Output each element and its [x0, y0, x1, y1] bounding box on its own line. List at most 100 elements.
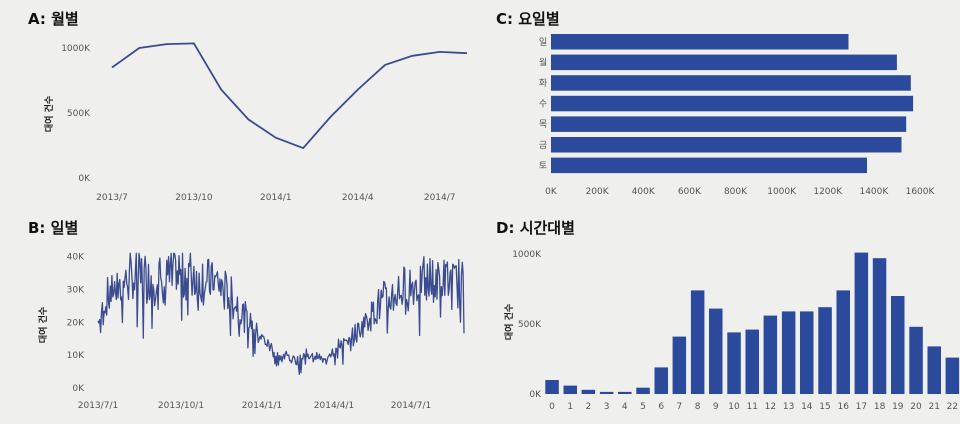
- panel-c-xtick: 1000K: [767, 187, 797, 197]
- panel-d-xtick: 4: [622, 402, 628, 412]
- hour-bar: [563, 385, 577, 394]
- panel-d-xtick: 17: [856, 402, 867, 412]
- panel-d-xtick: 8: [695, 402, 701, 412]
- panel-d-xtick: 11: [746, 402, 757, 412]
- panel-d-xtick: 9: [713, 402, 719, 412]
- panel-a-xtick: 2013/7: [96, 193, 128, 203]
- hour-bar: [818, 307, 832, 394]
- panel-d-xtick: 22: [947, 402, 958, 412]
- panel-d-xtick: 10: [728, 402, 740, 412]
- panel-d-title: D: 시간대별: [496, 219, 575, 237]
- weekday-bar: [551, 157, 867, 174]
- panel-c-xtick: 200K: [586, 187, 610, 197]
- panel-d-xtick: 15: [819, 402, 830, 412]
- hour-bar: [872, 258, 887, 394]
- panel-b-ytick: 20K: [67, 318, 85, 328]
- hour-bar: [636, 387, 650, 394]
- panel-d-xtick: 0: [549, 402, 555, 412]
- panel-b-ytick: 10K: [67, 351, 85, 361]
- panel-c-xtick: 400K: [632, 187, 656, 197]
- hour-bar: [672, 336, 687, 394]
- panel-d-ylabel: 대여 건수: [503, 304, 515, 340]
- weekday-label: 일: [539, 37, 547, 48]
- panel-d-xtick: 12: [765, 402, 776, 412]
- panel-b-xtick: 2014/7/1: [391, 401, 431, 411]
- panel-a-xtick: 2014/1: [260, 193, 292, 203]
- hour-bar: [836, 290, 850, 394]
- panel-a-ylabel: 대여 건수: [43, 96, 55, 132]
- hour-bar: [690, 290, 705, 394]
- panel-d-xtick: 2: [586, 402, 592, 412]
- panel-c-xtick: 1400K: [859, 187, 889, 197]
- hour-bar: [945, 357, 960, 394]
- panel-b-xtick: 2014/1/1: [242, 401, 282, 411]
- panel-b-ylabel: 대여 건수: [37, 307, 49, 343]
- hour-bar: [618, 391, 632, 394]
- weekday-bar: [551, 116, 907, 132]
- panel-a-title: A: 월별: [28, 10, 79, 28]
- hour-bar: [800, 311, 814, 394]
- panel-d-xtick: 1: [567, 402, 573, 412]
- hour-bar: [927, 346, 941, 394]
- panel-a-ytick: 0K: [78, 174, 91, 184]
- hour-bar: [854, 252, 869, 394]
- panel-d-xtick: 19: [892, 402, 904, 412]
- panel-b-ytick: 30K: [67, 285, 85, 295]
- panel-a-ytick: 500K: [67, 109, 91, 119]
- panel-d-xtick: 7: [677, 402, 683, 412]
- panel-d-ytick: 500K: [518, 320, 542, 330]
- panel-c-xtick: 800K: [724, 187, 748, 197]
- panel-c-xtick: 0K: [545, 187, 558, 197]
- panel-d-xtick: 6: [658, 402, 664, 412]
- panel-a: A: 월별 대여 건수 0K 500K 1000K 2013/7 2013/10 201…: [28, 10, 468, 203]
- monthly-line: [111, 42, 468, 150]
- panel-d-xtick: 21: [928, 402, 939, 412]
- hour-bar: [545, 380, 559, 394]
- hour-bar: [709, 308, 723, 394]
- panel-b-title: B: 일별: [28, 219, 78, 237]
- panel-c-title: C: 요일별: [496, 10, 560, 28]
- panel-a-xtick: 2014/4: [342, 193, 374, 203]
- weekday-bar: [551, 34, 849, 50]
- panel-d-xtick: 18: [874, 402, 886, 412]
- panel-d-ytick: 1000K: [512, 250, 542, 260]
- weekday-label: 금: [539, 140, 547, 151]
- panel-a-xtick: 2014/7: [424, 193, 456, 203]
- panel-c-xtick: 600K: [678, 187, 702, 197]
- panel-d-xtick: 16: [837, 402, 849, 412]
- panel-b-xtick: 2013/7/1: [78, 401, 118, 411]
- panel-d-xtick: 20: [910, 402, 922, 412]
- hour-bar: [781, 311, 796, 394]
- daily-line: [97, 252, 465, 375]
- panel-d-ytick: 0K: [529, 390, 542, 400]
- weekday-bar: [551, 75, 911, 91]
- weekday-label: 수: [539, 99, 547, 110]
- panel-d-xtick: 3: [604, 402, 610, 412]
- panel-d-xtick: 13: [783, 402, 794, 412]
- hour-bar: [654, 367, 668, 394]
- panel-c-xtick: 1600K: [906, 187, 936, 197]
- weekday-bar: [551, 54, 897, 71]
- hour-bar: [909, 326, 923, 394]
- weekday-label: 화: [539, 78, 547, 89]
- weekday-label: 월: [539, 56, 547, 68]
- weekday-label: 목: [539, 119, 547, 130]
- hour-bar: [599, 391, 614, 394]
- hour-bar: [763, 315, 778, 394]
- panel-b-ytick: 40K: [67, 253, 85, 263]
- hour-bar: [727, 332, 741, 394]
- hour-bar: [891, 296, 905, 394]
- panel-d-xtick: 5: [640, 402, 646, 412]
- panel-d-xtick: 14: [801, 402, 813, 412]
- panel-c-xtick: 1200K: [813, 187, 843, 197]
- hour-bar: [581, 389, 596, 394]
- panel-b: B: 일별 대여 건수 0K 10K 20K 30K 40K 2013/7/1 2013/…: [28, 219, 465, 411]
- panel-a-xtick: 2013/10: [175, 193, 213, 203]
- panel-a-ytick: 1000K: [61, 44, 91, 54]
- panel-b-xtick: 2014/4/1: [314, 401, 354, 411]
- weekday-bar: [551, 137, 902, 153]
- weekday-label: 토: [539, 161, 547, 171]
- panel-b-ytick: 0K: [72, 384, 85, 394]
